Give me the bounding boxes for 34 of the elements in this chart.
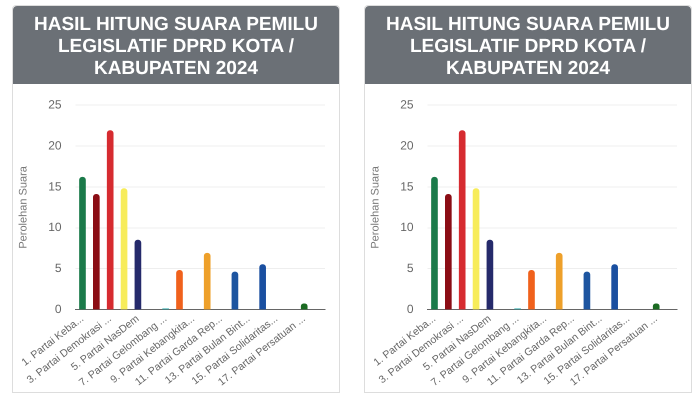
bar [106,130,114,310]
bar [556,252,563,310]
y-tick-label: 0 [54,302,62,316]
bar [528,270,535,310]
bar [458,130,466,310]
bar [259,264,266,310]
y-tick-label: 25 [48,98,62,112]
y-tick-label: 20 [400,138,414,152]
y-axis-title: Perolehan Suara [18,165,30,249]
y-tick-label: 0 [406,302,414,316]
chart-title: HASIL HITUNG SUARA PEMILU LEGISLATIF DPRD KOTA / KABUPATEN 2024 [365,6,691,84]
y-tick-label: 15 [400,179,414,194]
y-axis-title: Perolehan Suara [370,165,382,249]
bar [486,240,494,310]
bar [204,252,211,310]
y-tick-label: 15 [48,179,62,194]
bar [611,264,618,310]
bar [232,272,238,310]
y-tick-label: 20 [48,138,62,152]
bar [93,194,100,310]
bar [472,188,480,310]
bar [120,188,128,310]
bar [584,272,590,310]
y-tick-label: 5 [54,261,62,276]
bar [431,176,438,310]
y-tick-label: 10 [48,220,62,234]
y-tick-label: 10 [400,220,414,234]
bar [79,176,86,310]
y-tick-label: 25 [400,98,414,112]
chart-title: HASIL HITUNG SUARA PEMILU LEGISLATIF DPRD KOTA / KABUPATEN 2024 [13,6,339,84]
bar [176,270,183,310]
y-tick-label: 5 [406,261,414,276]
bar [445,194,452,310]
bar [134,240,142,310]
